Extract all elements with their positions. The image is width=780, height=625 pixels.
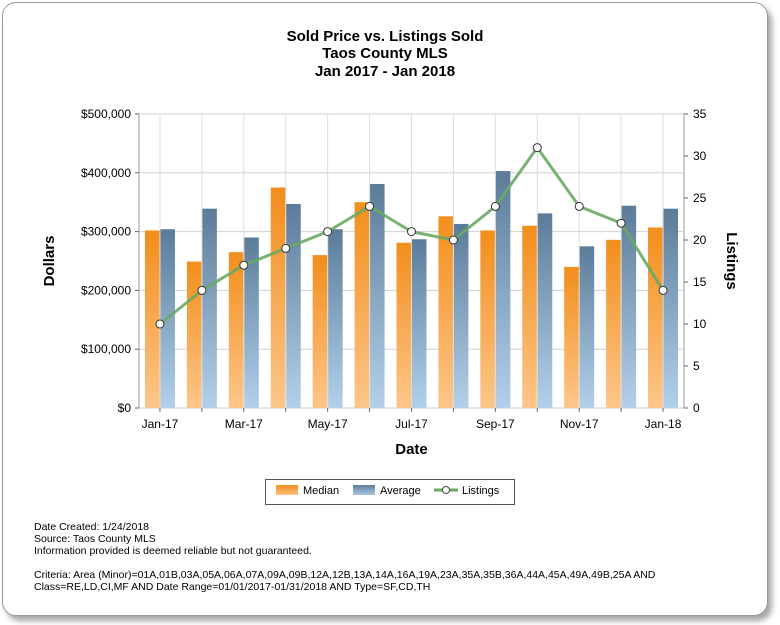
listings-point-Oct-17 [532, 143, 542, 153]
left-tick-label: $0 [118, 401, 132, 415]
chart-subtitle: Taos County MLS [322, 45, 448, 62]
right-tick-label: 5 [693, 359, 700, 373]
listings-point-Dec-17 [616, 218, 626, 228]
legend-label-listings: Listings [462, 485, 500, 497]
combo-chart: $0 $100,000 $200,000 $300,000 $400,000 $500,0… [41, 107, 740, 458]
footer-disclaimer: Information provided is deemed reliable … [34, 545, 312, 557]
left-tick-label: $300,000 [81, 225, 131, 239]
footer-source: Source: Taos County MLS [34, 533, 156, 545]
right-tick-label: 15 [693, 275, 707, 289]
bar-median-May-17 [312, 255, 328, 408]
footer-criteria-line-2: Class=RE,LD,CI,MF AND Date Range=01/01/2… [34, 581, 431, 593]
bar-median-Sep-17 [480, 230, 495, 408]
listings-point-Feb-17 [197, 285, 207, 295]
listings-point-Mar-17 [239, 260, 249, 270]
chart-frame: Sold Price vs. Listings Sold Taos County… [2, 2, 768, 616]
x-tick-label: Nov-17 [560, 417, 599, 431]
listings-point-Sep-17 [490, 201, 500, 211]
bar-average-Jun-17 [370, 183, 385, 408]
right-tick-label: 35 [693, 107, 707, 121]
listings-point-Jun-17 [365, 201, 375, 211]
listings-point-Aug-17 [448, 235, 458, 245]
left-tick-label: $200,000 [81, 283, 131, 297]
chart-title: Sold Price vs. Listings Sold [286, 28, 484, 45]
right-tick-label: 10 [693, 317, 707, 331]
bar-median-Jan-18 [648, 227, 663, 408]
legend-item-average: Average [353, 485, 421, 497]
x-axis-title: Date [395, 441, 428, 458]
x-tick-label: Jan-17 [142, 417, 179, 431]
bar-average-Jul-17 [412, 239, 427, 408]
x-tick-label: Jul-17 [395, 417, 428, 431]
bar-median-Aug-17 [438, 216, 453, 408]
right-tick-label: 20 [693, 233, 707, 247]
bar-median-Jul-17 [396, 242, 411, 408]
legend-swatch-average [353, 485, 375, 495]
bar-average-Aug-17 [453, 223, 469, 408]
legend-label-median: Median [303, 485, 340, 497]
left-tick-label: $400,000 [81, 166, 131, 180]
x-tick-label: Jan-18 [645, 417, 682, 431]
bar-average-Dec-17 [621, 205, 637, 408]
listings-point-Jan-17 [155, 319, 165, 329]
bar-median-Mar-17 [228, 252, 244, 408]
bar-average-Oct-17 [537, 213, 553, 408]
legend-item-listings: Listings [434, 485, 499, 497]
footer-date-created: Date Created: 1/24/2018 [34, 521, 149, 533]
listings-point-Apr-17 [281, 243, 291, 253]
right-tick-label: 0 [693, 401, 700, 415]
listings-point-Jan-18 [658, 285, 668, 295]
bar-average-Jan-18 [663, 208, 679, 408]
bar-average-May-17 [328, 229, 343, 408]
bar-average-Feb-17 [202, 208, 217, 408]
right-tick-label: 30 [693, 149, 707, 163]
x-tick-label: Sep-17 [476, 417, 515, 431]
listings-point-Jul-17 [407, 227, 416, 237]
legend-label-average: Average [380, 485, 421, 497]
footer-notes: Date Created: 1/24/2018 Source: Taos Cou… [34, 521, 655, 593]
legend: Median Average Listings [265, 479, 515, 505]
footer-criteria-line-1: Criteria: Area (Minor)=01A,01B,03A,05A,0… [34, 569, 656, 581]
legend-item-median: Median [276, 485, 339, 497]
left-tick-label: $500,000 [81, 107, 131, 121]
chart-date-range: Jan 2017 - Jan 2018 [314, 63, 456, 80]
bar-median-Jun-17 [354, 202, 370, 408]
legend-swatch-median [276, 485, 298, 495]
left-tick-label: $100,000 [81, 342, 131, 356]
bar-average-Sep-17 [495, 171, 511, 408]
y-axis-right-title: Listings [723, 232, 740, 290]
bar-average-Nov-17 [579, 246, 595, 408]
bar-median-Nov-17 [564, 266, 579, 408]
x-tick-label: Mar-17 [225, 417, 263, 431]
bar-average-Mar-17 [244, 237, 259, 408]
listings-point-May-17 [323, 227, 333, 237]
bar-average-Apr-17 [286, 203, 301, 408]
legend-swatch-listings [434, 486, 458, 494]
bar-median-Feb-17 [186, 261, 202, 408]
x-tick-label: May-17 [308, 417, 348, 431]
bar-median-Dec-17 [606, 239, 621, 408]
bar-median-Apr-17 [270, 187, 286, 408]
y-axis-left-title: Dollars [41, 236, 58, 287]
bar-median-Jan-17 [144, 230, 160, 408]
bar-median-Oct-17 [522, 225, 537, 408]
listings-point-Nov-17 [574, 201, 584, 211]
right-tick-label: 25 [693, 191, 707, 205]
